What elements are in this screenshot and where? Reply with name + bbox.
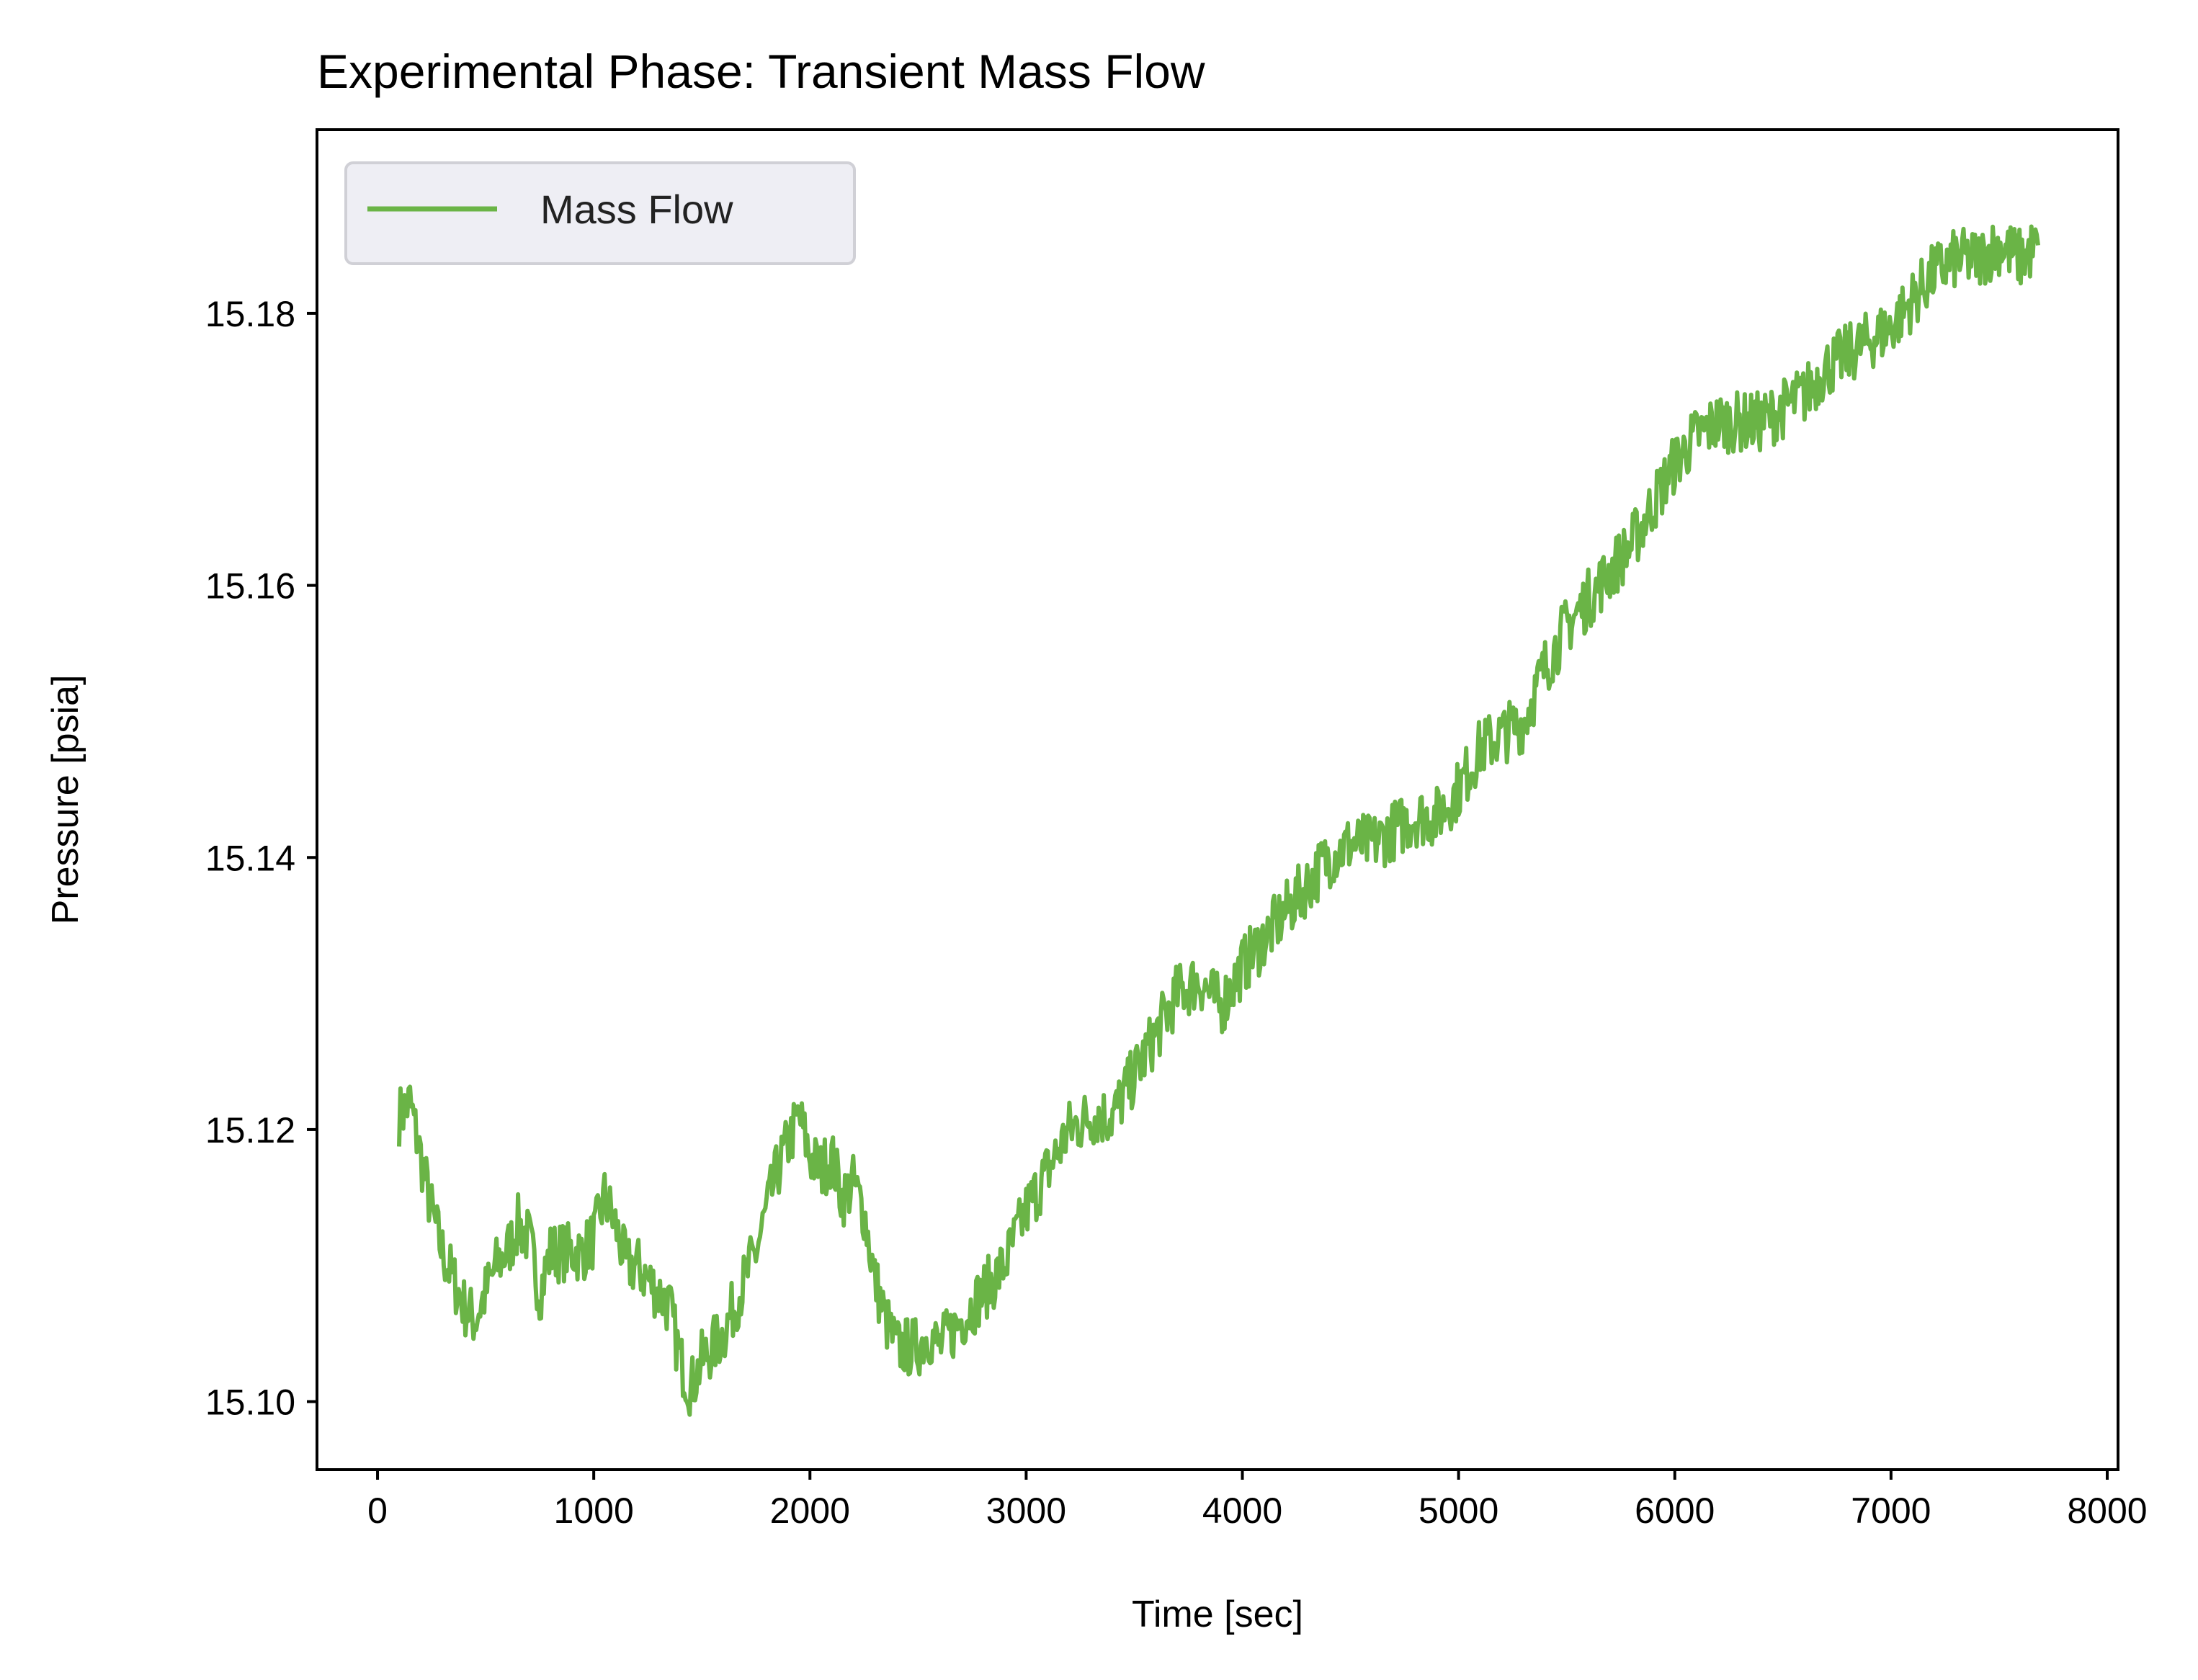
y-tick-label: 15.14	[205, 838, 295, 878]
x-tick-label: 2000	[770, 1491, 850, 1531]
x-tick-label: 4000	[1202, 1491, 1282, 1531]
y-tick-label: 15.12	[205, 1110, 295, 1150]
chart-title: Experimental Phase: Transient Mass Flow	[317, 45, 1205, 98]
plot-frame	[316, 128, 2119, 1471]
x-tick-label: 1000	[554, 1491, 634, 1531]
x-tick-label: 0	[367, 1491, 388, 1531]
plot-area	[397, 224, 2040, 1417]
x-axis-label: Time [sec]	[1132, 1594, 1303, 1635]
x-axis: 0 1000 2000 3000 4000 5000 6000 7000 8000	[367, 1470, 2148, 1531]
y-tick-label: 15.18	[205, 294, 295, 334]
legend-label-mass-flow: Mass Flow	[540, 187, 733, 232]
y-tick-label: 15.16	[205, 566, 295, 607]
x-tick-label: 3000	[986, 1491, 1066, 1531]
legend-box	[344, 161, 856, 265]
series-line-mass-flow	[397, 224, 2040, 1417]
y-axis: 15.10 15.12 15.14 15.16 15.18	[205, 294, 317, 1423]
legend: Mass Flow	[344, 161, 856, 265]
x-tick-label: 5000	[1419, 1491, 1498, 1531]
y-axis-label: Pressure [psia]	[45, 675, 86, 925]
y-tick-label: 15.10	[205, 1382, 295, 1423]
x-tick-label: 7000	[1851, 1491, 1931, 1531]
x-tick-label: 6000	[1635, 1491, 1715, 1531]
x-tick-label: 8000	[2067, 1491, 2147, 1531]
